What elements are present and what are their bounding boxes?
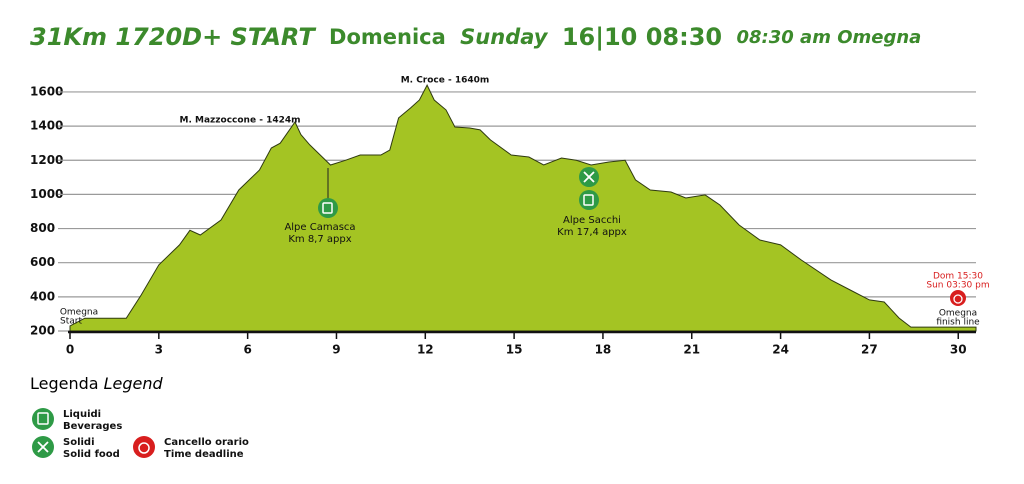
- station-label: Alpe Sacchi: [563, 215, 621, 226]
- station-label: Km 17,4 appx: [557, 227, 627, 238]
- y-tick-label: 800: [30, 221, 55, 235]
- legend-title-en: Legend: [104, 374, 164, 393]
- x-tick-label: 30: [950, 343, 967, 357]
- icon-glyph: [583, 194, 594, 206]
- legend-label: Time deadline: [164, 449, 244, 460]
- y-tick-label: 1200: [30, 153, 63, 167]
- legend-label: Cancello orario: [164, 437, 249, 448]
- x-tick-label: 3: [155, 343, 163, 357]
- icon-glyph: [583, 171, 595, 183]
- x-tick-label: 0: [66, 343, 74, 357]
- title-date: 16|10 08:30: [562, 23, 722, 51]
- start-label: Start: [60, 317, 82, 327]
- y-tick-label: 200: [30, 324, 55, 338]
- deadline-label: Sun 03:30 pm: [926, 281, 989, 291]
- annotations: M. Mazzoccone - 1424m M. Croce - 1640m O…: [60, 76, 990, 328]
- x-tick-label: 12: [417, 343, 434, 357]
- y-tick-label: 1600: [30, 84, 63, 98]
- x-tick-label: 6: [243, 343, 251, 357]
- deadline-icon: [133, 436, 155, 458]
- legend-label: Liquidi: [63, 409, 101, 420]
- x-tick-label: 18: [595, 343, 612, 357]
- title-main: 31Km 1720D+ START: [30, 23, 316, 51]
- peak-label: M. Mazzoccone - 1424m: [180, 116, 301, 126]
- peak-label: M. Croce - 1640m: [401, 76, 490, 86]
- start-label: Omegna: [60, 308, 98, 318]
- deadline-label: Dom 15:30: [933, 272, 983, 282]
- icon-glyph: [37, 441, 49, 453]
- icon-glyph: [138, 442, 150, 454]
- x-tick-label: 15: [506, 343, 523, 357]
- title-time: 08:30 am Omegna: [736, 27, 921, 48]
- deadline-icon: [950, 290, 966, 306]
- legend: Legenda Legend Liquidi Beverages Solidi S…: [30, 374, 249, 461]
- chart-title: 31Km 1720D+ START Domenica Sunday 16|10 …: [30, 23, 921, 51]
- title-day: Domenica: [329, 25, 446, 49]
- x-tick-label: 21: [683, 343, 700, 357]
- x-tick-label: 9: [332, 343, 340, 357]
- finish-label: Omegna: [939, 309, 977, 319]
- legend-title-it: Legenda: [30, 374, 99, 393]
- title-day-en: Sunday: [460, 25, 549, 49]
- y-tick-label: 1000: [30, 187, 63, 201]
- x-tick-label: 27: [861, 343, 878, 357]
- beverage-icon: [318, 198, 338, 218]
- icon-glyph: [953, 294, 963, 304]
- icon-glyph: [322, 202, 333, 214]
- y-tick-label: 1400: [30, 119, 63, 133]
- finish-label: finish line: [936, 318, 980, 328]
- y-tick-label: 600: [30, 255, 55, 269]
- y-tick-label: 400: [30, 289, 55, 303]
- beverage-icon: [32, 408, 54, 430]
- station-label: Alpe Camasca: [284, 222, 355, 233]
- beverage-icon: [579, 190, 599, 210]
- legend-title: Legenda Legend: [30, 374, 163, 393]
- icon-glyph: [37, 412, 49, 425]
- elevation-area: [69, 83, 977, 332]
- station-label: Km 8,7 appx: [288, 234, 351, 245]
- legend-label: Beverages: [63, 421, 122, 432]
- legend-label: Solid food: [63, 449, 120, 460]
- plot: 200 400 600 800 1000 1200 1400 1600 0 3 6 9 12 15 18 21…: [30, 83, 977, 357]
- x-tick-label: 24: [772, 343, 789, 357]
- legend-label: Solidi: [63, 437, 95, 448]
